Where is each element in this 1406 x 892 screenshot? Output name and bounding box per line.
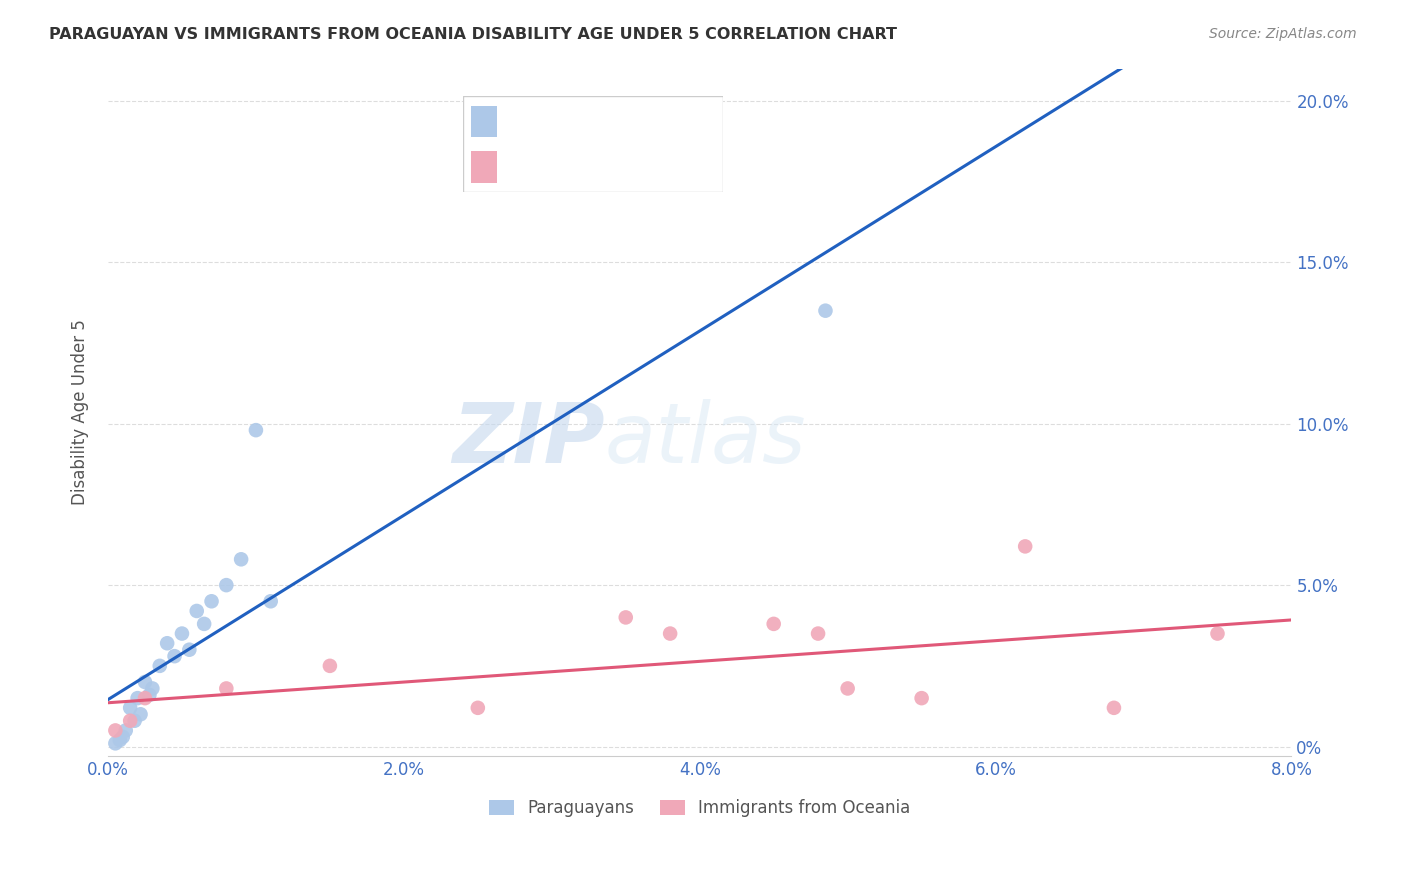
Text: PARAGUAYAN VS IMMIGRANTS FROM OCEANIA DISABILITY AGE UNDER 5 CORRELATION CHART: PARAGUAYAN VS IMMIGRANTS FROM OCEANIA DI… bbox=[49, 27, 897, 42]
Point bbox=[215, 681, 238, 696]
Point bbox=[156, 636, 179, 650]
Point bbox=[186, 604, 208, 618]
Point bbox=[104, 723, 127, 738]
Point bbox=[134, 675, 156, 690]
Point bbox=[837, 681, 859, 696]
Text: ZIP: ZIP bbox=[453, 400, 605, 481]
Point bbox=[215, 578, 238, 592]
Point bbox=[467, 701, 489, 715]
Point bbox=[245, 423, 267, 437]
Point bbox=[134, 691, 156, 706]
Point bbox=[1206, 626, 1229, 640]
Point bbox=[807, 626, 830, 640]
Point bbox=[141, 681, 163, 696]
Point bbox=[260, 594, 283, 608]
Point bbox=[231, 552, 253, 566]
Point bbox=[1014, 540, 1036, 554]
Point bbox=[120, 701, 142, 715]
Point bbox=[910, 691, 932, 706]
Text: Source: ZipAtlas.com: Source: ZipAtlas.com bbox=[1209, 27, 1357, 41]
Point bbox=[163, 649, 186, 664]
Point bbox=[149, 658, 172, 673]
Point bbox=[111, 730, 134, 744]
Point bbox=[124, 714, 146, 728]
Y-axis label: Disability Age Under 5: Disability Age Under 5 bbox=[72, 319, 89, 506]
Point bbox=[120, 714, 142, 728]
Point bbox=[319, 658, 342, 673]
Point bbox=[104, 736, 127, 750]
Point bbox=[129, 707, 152, 722]
Point bbox=[614, 610, 637, 624]
Point bbox=[762, 616, 785, 631]
Point bbox=[659, 626, 682, 640]
Point bbox=[108, 733, 131, 747]
Point bbox=[193, 616, 215, 631]
Point bbox=[814, 303, 837, 318]
Point bbox=[138, 688, 160, 702]
Point bbox=[114, 723, 136, 738]
Point bbox=[127, 691, 149, 706]
Point bbox=[179, 642, 201, 657]
Point bbox=[200, 594, 222, 608]
Point bbox=[1102, 701, 1125, 715]
Point bbox=[170, 626, 193, 640]
Legend: Paraguayans, Immigrants from Oceania: Paraguayans, Immigrants from Oceania bbox=[482, 792, 917, 823]
Text: atlas: atlas bbox=[605, 400, 807, 481]
